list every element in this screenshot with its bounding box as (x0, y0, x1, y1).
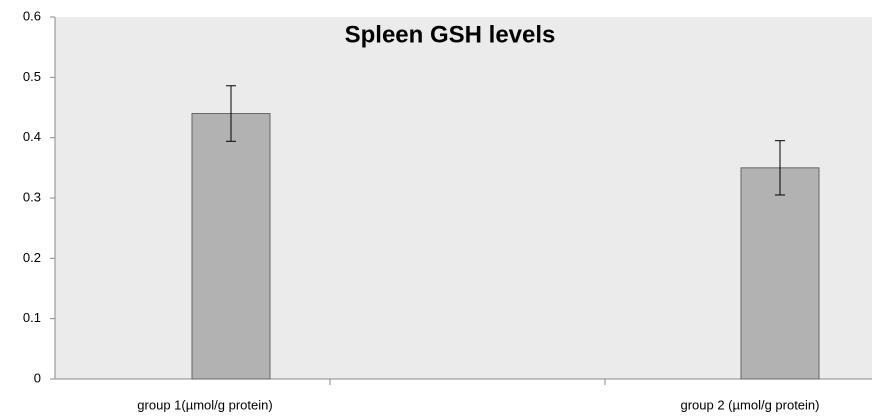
y-tick-label: 0.1 (23, 310, 41, 325)
y-tick-label: 0.5 (23, 69, 41, 84)
bar (740, 167, 820, 380)
y-tick-label: 0 (34, 370, 41, 385)
x-tick-label: group 2 (µmol/g protein) (680, 397, 819, 412)
bar (191, 113, 271, 380)
chart-title: Spleen GSH levels (345, 21, 556, 48)
y-tick-label: 0.4 (23, 129, 41, 144)
x-tick-label: group 1(µmol/g protein) (137, 397, 272, 412)
y-tick-label: 0.3 (23, 189, 41, 204)
plot-area (55, 17, 872, 379)
y-tick-label: 0.2 (23, 250, 41, 265)
y-tick-label: 0.6 (23, 8, 41, 23)
